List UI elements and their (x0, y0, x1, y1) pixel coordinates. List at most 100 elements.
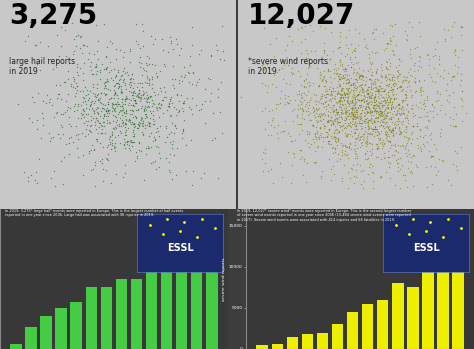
Point (146, 76, 153, 82)
Point (417, 147, 425, 152)
Point (362, 45, 369, 50)
Point (365, 101, 372, 106)
Point (187, 137, 195, 143)
Point (351, 104, 359, 110)
Point (322, 94, 329, 99)
Point (327, 177, 335, 183)
Point (283, 60, 290, 66)
Point (148, 97, 156, 103)
Point (387, 142, 394, 148)
Point (341, 149, 349, 154)
Point (289, 151, 297, 156)
Point (349, 162, 356, 168)
Point (287, 81, 294, 87)
Point (367, 116, 375, 121)
Point (129, 140, 137, 145)
Point (402, 93, 410, 98)
Point (102, 167, 109, 173)
Point (345, 85, 353, 90)
Point (446, 114, 454, 120)
Point (188, 42, 196, 48)
Point (77, 116, 85, 121)
Point (64, 104, 71, 110)
Point (32, 169, 40, 175)
Point (104, 109, 111, 114)
Point (321, 83, 328, 89)
Point (432, 147, 440, 152)
Point (309, 122, 317, 127)
Point (366, 148, 374, 154)
Point (345, 111, 353, 116)
Bar (206, 222, 218, 349)
Point (372, 70, 380, 75)
Point (415, 78, 423, 84)
Point (117, 86, 125, 91)
Point (87, 113, 95, 119)
Point (343, 134, 350, 139)
Point (328, 106, 336, 112)
Point (297, 121, 305, 126)
Point (347, 146, 355, 151)
Point (397, 88, 405, 94)
Point (130, 81, 137, 86)
Point (152, 104, 160, 110)
Point (306, 63, 313, 68)
Point (163, 134, 171, 140)
Point (458, 88, 465, 93)
Point (367, 86, 375, 92)
Point (87, 67, 95, 73)
Point (79, 111, 87, 117)
Point (367, 125, 375, 131)
Point (363, 74, 370, 80)
Point (189, 24, 196, 30)
Point (351, 76, 358, 81)
Point (364, 119, 371, 125)
Point (100, 106, 108, 112)
Point (312, 124, 320, 129)
Point (126, 138, 134, 144)
Point (132, 22, 140, 27)
Point (346, 117, 353, 122)
Point (121, 145, 128, 151)
Point (104, 158, 111, 163)
Point (138, 117, 146, 123)
Point (385, 76, 393, 81)
Point (167, 94, 174, 100)
Point (351, 149, 359, 154)
Point (323, 133, 331, 139)
Point (334, 120, 342, 125)
Point (111, 74, 118, 80)
Point (360, 77, 367, 82)
Point (363, 115, 371, 120)
Point (317, 134, 324, 140)
Point (109, 118, 117, 124)
Point (395, 79, 402, 84)
Point (387, 87, 394, 93)
Point (361, 113, 368, 118)
Point (392, 91, 400, 97)
Point (65, 114, 73, 120)
Point (151, 158, 159, 164)
Point (79, 99, 87, 104)
Point (117, 123, 125, 129)
Point (355, 137, 363, 143)
Point (400, 107, 407, 112)
Point (348, 99, 356, 105)
Point (364, 95, 371, 100)
Point (357, 123, 365, 129)
Bar (272, 344, 283, 349)
Point (328, 114, 335, 120)
Point (326, 68, 334, 74)
Point (96, 124, 103, 129)
Point (302, 76, 310, 82)
Point (134, 106, 142, 112)
Point (350, 107, 358, 112)
Point (462, 110, 470, 116)
Point (385, 134, 393, 139)
Point (377, 174, 384, 180)
Point (136, 147, 143, 153)
Point (131, 124, 139, 129)
Point (319, 76, 327, 82)
Point (392, 148, 400, 154)
Point (329, 108, 337, 113)
